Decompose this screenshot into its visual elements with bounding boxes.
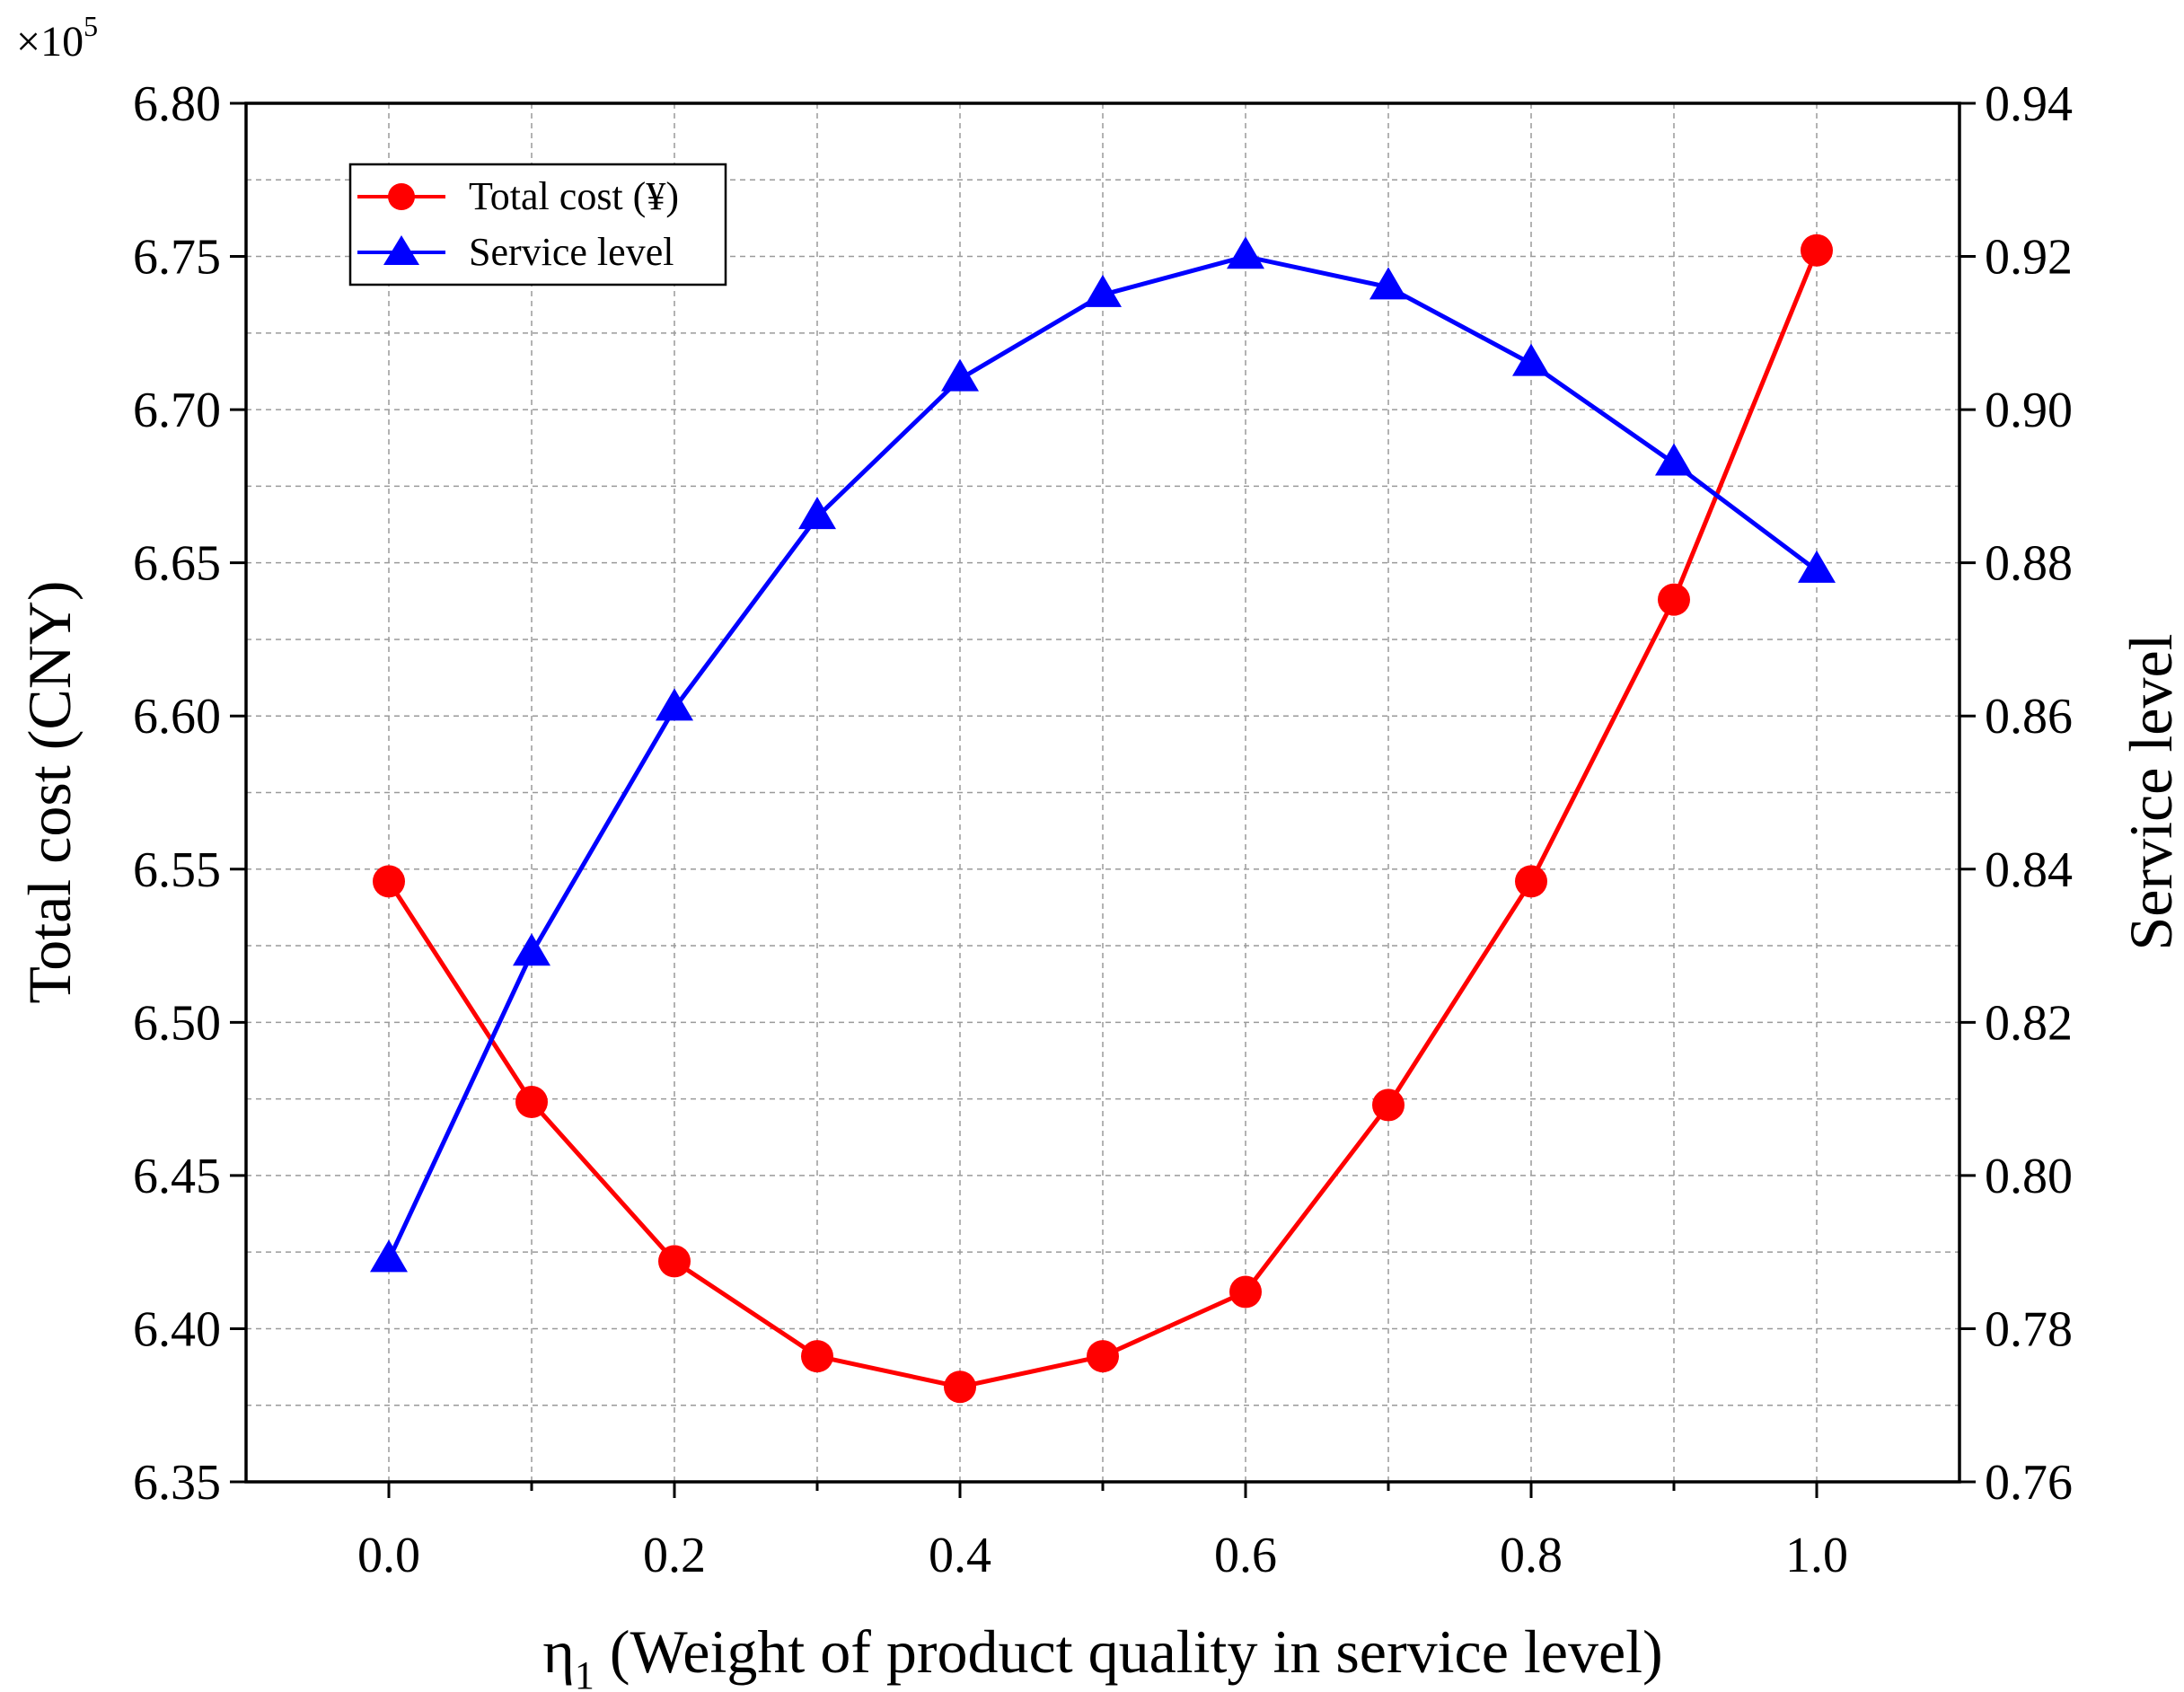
data-point-service-level: [513, 933, 550, 966]
y-right-tick-label: 0.86: [1985, 689, 2073, 745]
data-point-total-cost: [658, 1245, 691, 1278]
legend-label-total-cost: Total cost (¥): [469, 174, 679, 218]
y-left-tick-label: 6.75: [133, 230, 221, 286]
y-left-tick-label: 6.35: [133, 1455, 221, 1511]
x-axis-subscript: 1: [575, 1653, 594, 1692]
y-right-tick-label: 0.90: [1985, 383, 2073, 438]
y-left-tick-label: 6.45: [133, 1149, 221, 1204]
y-left-tick-label: 6.40: [133, 1301, 221, 1357]
data-point-service-level: [798, 497, 836, 530]
axis-ticks: [230, 101, 1976, 1498]
legend-marker-service-level: [383, 235, 419, 265]
y-right-axis-title: Service level: [2117, 633, 2184, 950]
series-markers: [370, 234, 1836, 1404]
data-point-total-cost: [944, 1370, 976, 1404]
legend-marker-total-cost: [388, 183, 415, 210]
data-point-service-level: [1512, 343, 1550, 376]
y-right-tick-label: 0.92: [1985, 230, 2073, 286]
y-left-axis-title: Total cost (CNY): [15, 580, 84, 1003]
data-point-total-cost: [1658, 583, 1690, 616]
data-point-service-level: [1655, 443, 1693, 476]
y-right-tick-label: 0.80: [1985, 1149, 2073, 1204]
y-right-tick-label: 0.84: [1985, 842, 2073, 898]
y-right-tick-label: 0.82: [1985, 995, 2073, 1051]
y-left-tick-label: 6.80: [133, 76, 221, 132]
x-tick-label: 0.4: [929, 1528, 991, 1583]
data-point-total-cost: [1515, 865, 1547, 898]
data-point-total-cost: [1372, 1088, 1405, 1122]
multiplier-prefix: ×10: [16, 18, 84, 66]
x-axis-title: η1 (Weight of product quality in service…: [542, 1617, 1662, 1692]
y-left-tick-label: 6.60: [133, 689, 221, 745]
legend: Total cost (¥) Service level: [348, 163, 727, 286]
x-tick-label: 0.2: [643, 1528, 706, 1583]
axis-tick-labels: 0.0 0.2 0.4 0.6 0.8 1.0 6.35 6.40 6.45 6.50 6.55 6.…: [133, 76, 2073, 1583]
left-axis-multiplier: ×105: [16, 10, 98, 66]
grid-lines: [246, 103, 1959, 1482]
y-right-tick-label: 0.76: [1985, 1455, 2073, 1511]
data-point-total-cost: [1229, 1275, 1262, 1309]
data-point-total-cost: [515, 1086, 548, 1119]
data-point-service-level: [1227, 236, 1264, 269]
multiplier-exponent: 5: [84, 10, 98, 42]
x-tick-label: 0.6: [1214, 1528, 1277, 1583]
y-left-tick-label: 6.55: [133, 842, 221, 898]
y-left-tick-label: 6.65: [133, 536, 221, 592]
legend-label-service-level: Service level: [469, 230, 674, 274]
data-point-service-level: [1798, 550, 1836, 583]
data-point-service-level: [1084, 274, 1122, 307]
data-point-total-cost: [801, 1340, 833, 1373]
data-point-service-level: [941, 358, 979, 392]
y-left-tick-label: 6.70: [133, 383, 221, 438]
y-right-tick-label: 0.88: [1985, 536, 2073, 592]
y-right-tick-label: 0.78: [1985, 1301, 2073, 1357]
y-right-tick-label: 0.94: [1985, 76, 2073, 132]
data-point-total-cost: [1087, 1340, 1119, 1373]
x-axis-title-rest: (Weight of product quality in service le…: [594, 1617, 1663, 1686]
data-point-service-level: [1369, 267, 1407, 300]
x-tick-label: 0.8: [1500, 1528, 1563, 1583]
data-point-service-level: [656, 688, 693, 721]
data-point-total-cost: [1801, 234, 1833, 267]
data-point-service-level: [370, 1239, 408, 1273]
x-tick-label: 0.0: [357, 1528, 420, 1583]
data-point-total-cost: [373, 865, 405, 898]
x-tick-label: 1.0: [1785, 1528, 1848, 1583]
y-left-tick-label: 6.50: [133, 995, 221, 1051]
x-axis-symbol: η: [542, 1617, 575, 1686]
